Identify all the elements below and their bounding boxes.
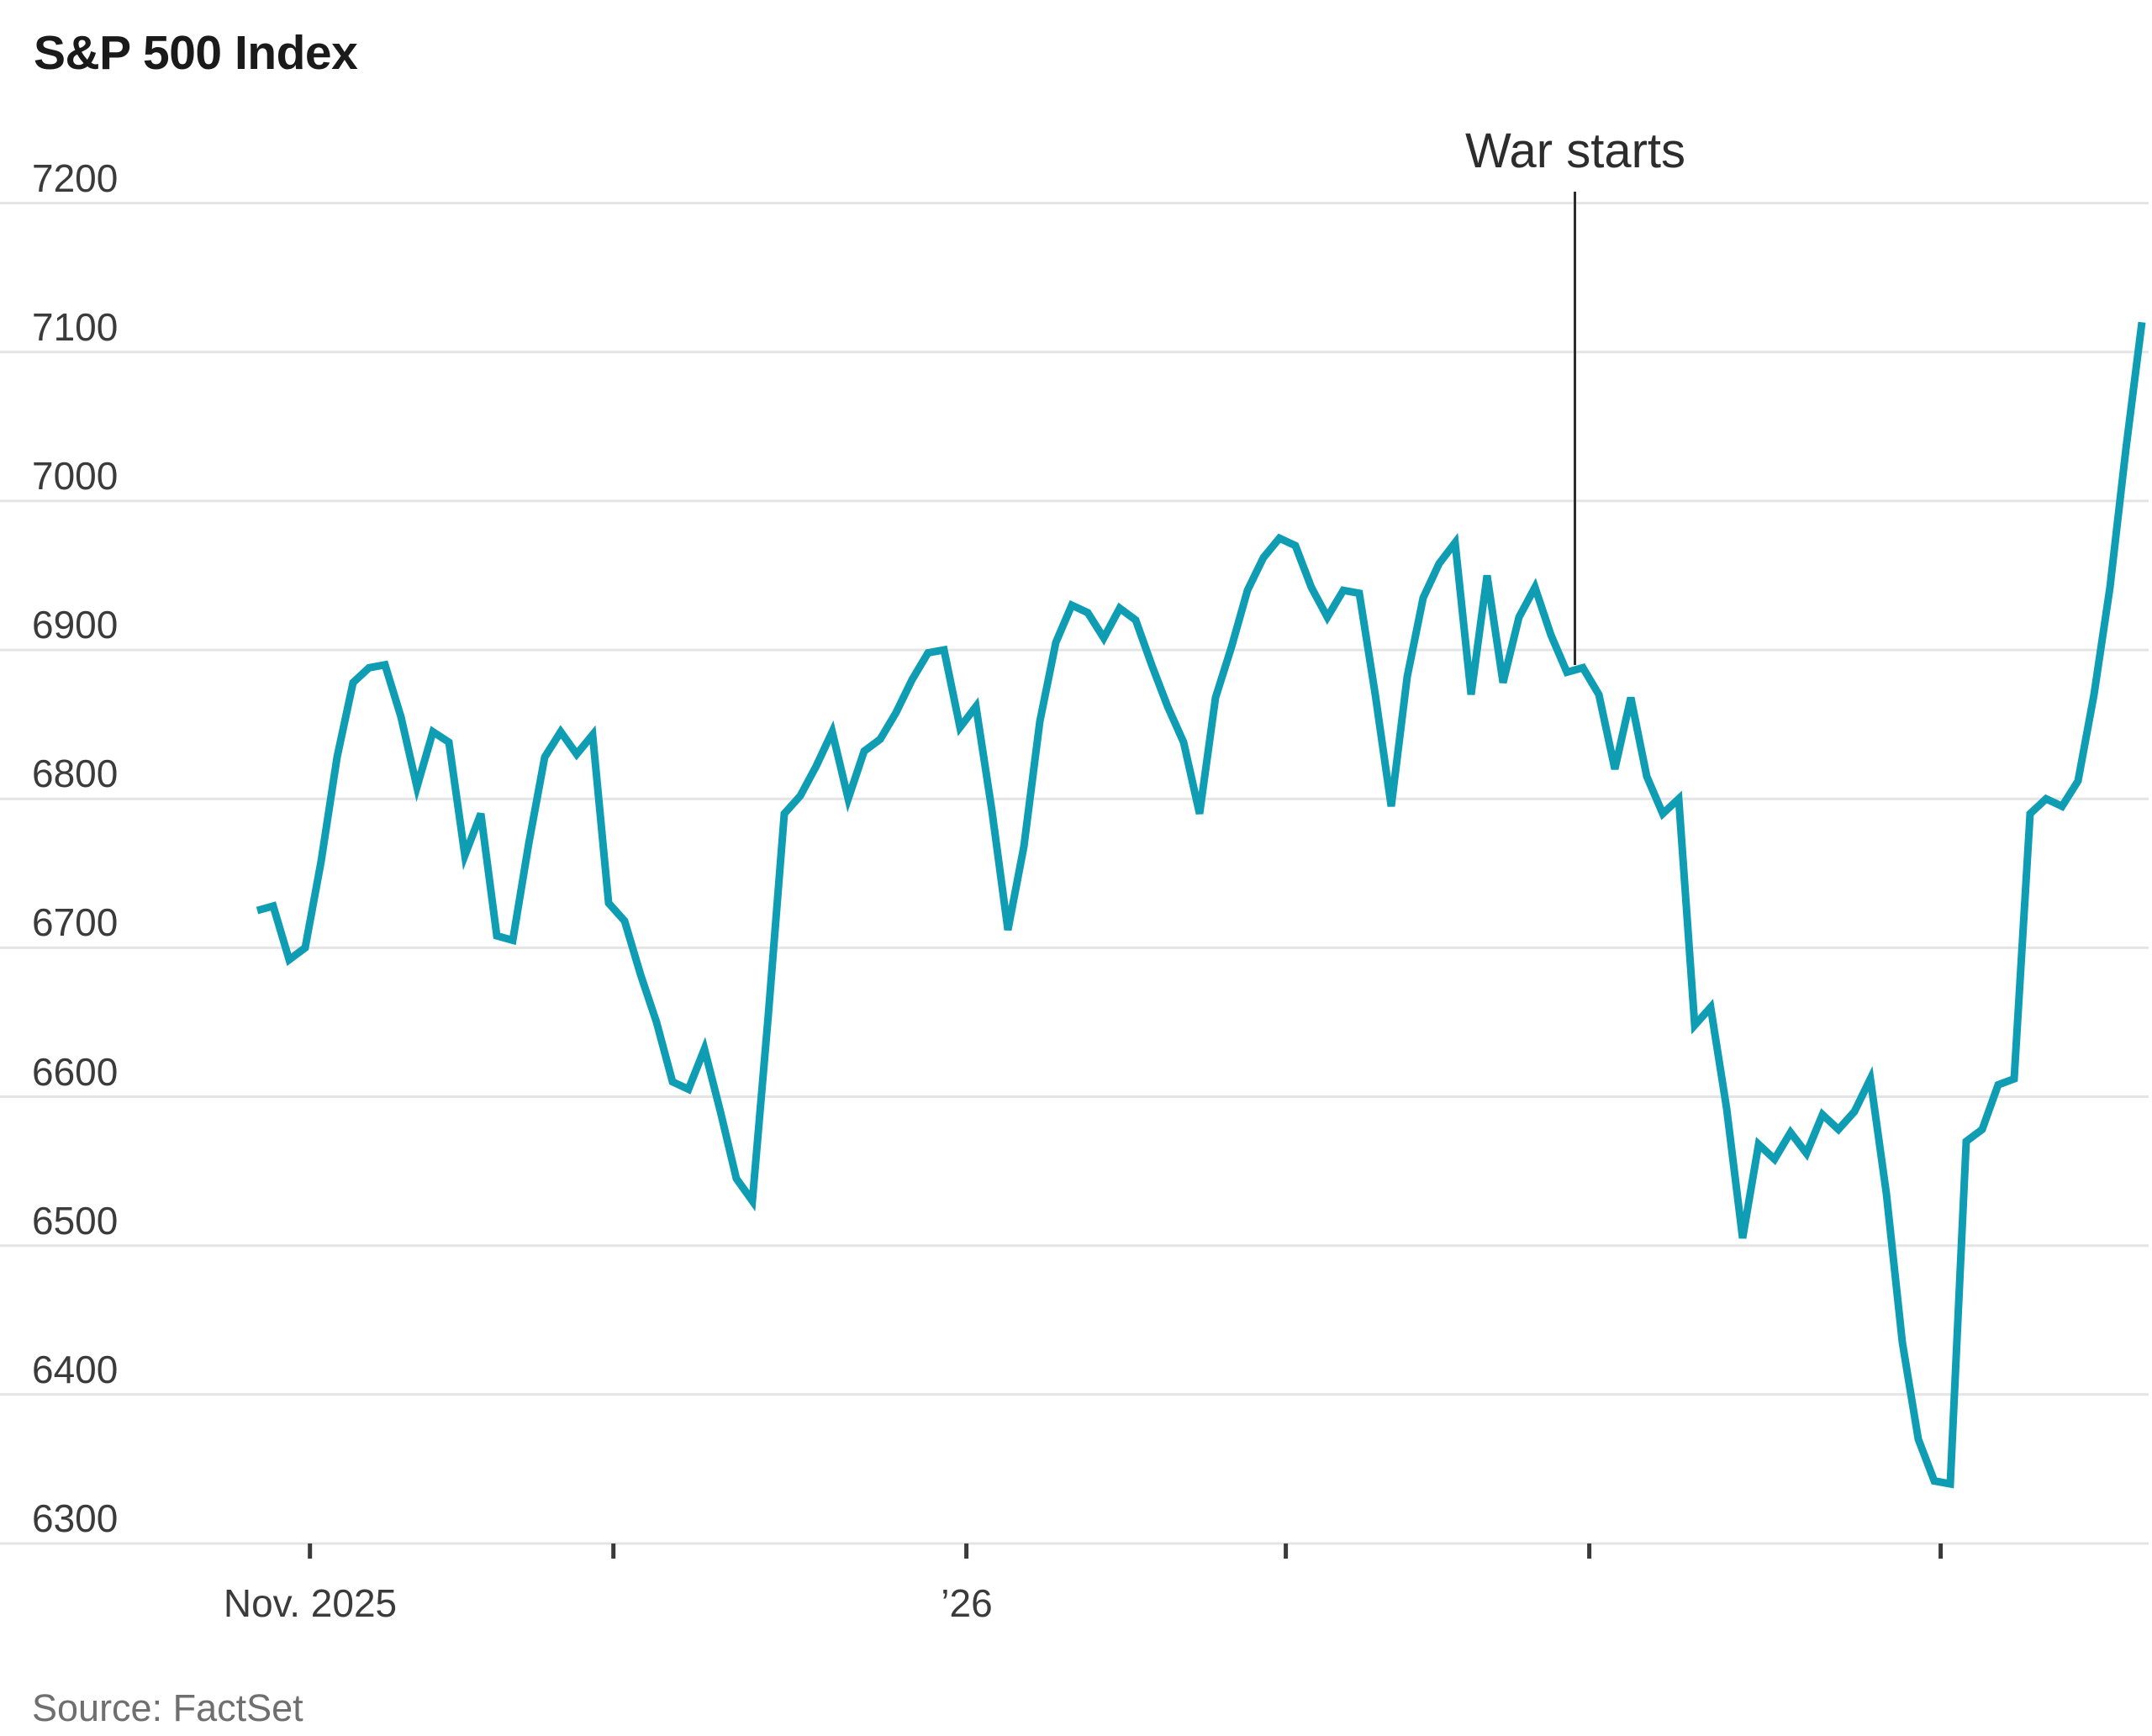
sp500-series-line <box>256 321 2146 1489</box>
source-credit: Source: FactSet <box>32 1686 303 1729</box>
y-axis-label-6800: 6800 <box>32 752 119 795</box>
y-axis-label-7100: 7100 <box>32 305 119 349</box>
chart-title: S&P 500 Index <box>34 26 358 80</box>
x-axis-label-2: ’26 <box>941 1581 993 1625</box>
x-axis-label-0: Nov. 2025 <box>223 1581 398 1625</box>
y-axis-label-7000: 7000 <box>32 454 119 498</box>
gridlines <box>0 202 2149 1545</box>
y-axis-label-6400: 6400 <box>32 1348 119 1391</box>
y-axis-label-7200: 7200 <box>32 156 119 200</box>
war-annotation-label: War starts <box>1464 124 1686 178</box>
x-axis-ticks <box>308 1543 1944 1559</box>
y-axis-label-6600: 6600 <box>32 1050 119 1094</box>
y-axis-label-6700: 6700 <box>32 900 119 944</box>
y-axis-label-6300: 6300 <box>32 1496 119 1540</box>
y-axis-label-6500: 6500 <box>32 1199 119 1243</box>
y-axis-label-6900: 6900 <box>32 603 119 646</box>
